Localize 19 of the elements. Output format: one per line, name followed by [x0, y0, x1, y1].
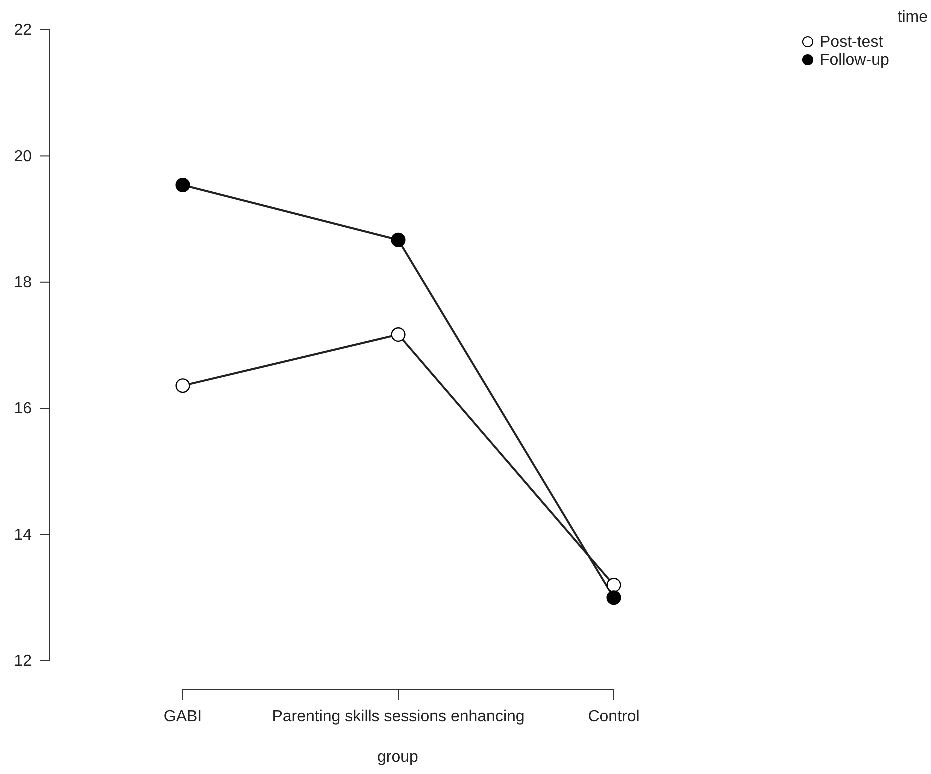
legend-label: Follow-up	[820, 52, 890, 69]
point	[176, 378, 190, 394]
y-tick-label: 20	[14, 148, 32, 166]
point	[391, 328, 406, 342]
x-tick-label: Parenting skills sessions enhancing	[272, 708, 525, 726]
y-tick-label: 16	[14, 400, 32, 418]
y-tick-label: 18	[14, 274, 32, 292]
x-tick-label: Control	[588, 708, 640, 726]
point	[606, 590, 622, 606]
y-tick-label: 22	[14, 22, 32, 40]
point	[391, 232, 406, 248]
x-axis-title: group	[378, 749, 419, 766]
y-tick-label: 12	[14, 653, 32, 670]
point	[176, 178, 190, 192]
legend-label: Post-test	[820, 34, 884, 51]
point	[606, 578, 622, 593]
y-tick-label: 14	[14, 526, 32, 544]
legend-title: time	[898, 9, 928, 26]
x-tick-label: GABI	[164, 708, 202, 726]
